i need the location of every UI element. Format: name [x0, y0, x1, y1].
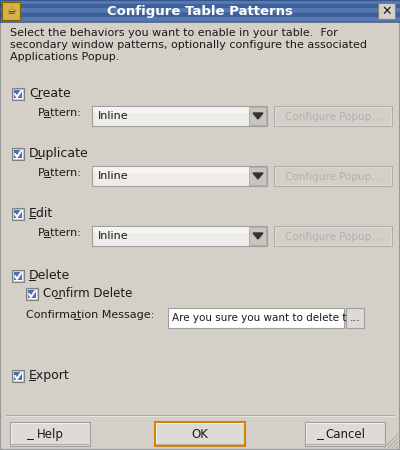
Bar [10, 422, 90, 446]
Bar [13, 89, 23, 99]
Bar [155, 422, 245, 446]
Bar [26, 288, 38, 300]
Bar [93, 227, 266, 233]
Bar [249, 107, 266, 125]
Text: secondary window patterns, optionally configure the associated: secondary window patterns, optionally co… [10, 40, 367, 50]
Text: Edit: Edit [29, 207, 53, 220]
Bar [306, 444, 384, 445]
Bar [14, 272, 22, 280]
Text: Are you sure you want to delete t: Are you sure you want to delete t [172, 313, 346, 323]
Polygon shape [253, 173, 263, 179]
Text: ☕: ☕ [6, 6, 16, 16]
Bar [275, 227, 391, 245]
Bar [93, 167, 266, 173]
Text: Confirmation Message:: Confirmation Message: [26, 310, 154, 320]
Text: Pattern:: Pattern: [38, 108, 82, 118]
Text: Duplicate: Duplicate [29, 147, 89, 160]
Bar [346, 308, 364, 328]
Polygon shape [253, 113, 263, 119]
Bar [27, 289, 37, 299]
Bar [13, 149, 23, 159]
Text: ...: ... [350, 313, 360, 323]
Bar [274, 226, 392, 246]
Bar [14, 210, 22, 218]
Bar [249, 167, 266, 185]
Bar [12, 88, 24, 100]
Bar [92, 226, 267, 246]
Text: Pattern:: Pattern: [38, 168, 82, 178]
Bar [0, 4, 400, 8]
Text: Inline: Inline [98, 111, 129, 121]
Bar [2, 2, 20, 20]
Bar [14, 150, 22, 158]
Bar [0, 0, 400, 4]
Text: Pattern:: Pattern: [38, 228, 82, 238]
Bar [12, 208, 24, 220]
Bar [306, 423, 384, 424]
Bar [0, 17, 400, 21]
Bar [305, 422, 385, 446]
Bar [93, 107, 266, 113]
Bar [0, 0, 400, 22]
Bar [11, 423, 89, 424]
Text: Help: Help [36, 428, 64, 441]
Bar [378, 3, 395, 19]
Text: Configure Popup...: Configure Popup... [285, 171, 381, 181]
Text: Configure Table Patterns: Configure Table Patterns [107, 5, 293, 18]
Text: Applications Popup.: Applications Popup. [10, 52, 119, 62]
Bar [0, 0, 400, 22]
Bar [274, 106, 392, 126]
Bar [156, 423, 244, 424]
Bar [28, 290, 36, 298]
Bar [249, 227, 266, 245]
Text: Confirm Delete: Confirm Delete [43, 287, 132, 300]
Text: OK: OK [192, 428, 208, 441]
Bar [13, 209, 23, 219]
Bar [156, 444, 244, 445]
Text: Select the behaviors you want to enable in your table.  For: Select the behaviors you want to enable … [10, 28, 338, 38]
Bar [275, 107, 391, 125]
Bar [13, 271, 23, 281]
Text: Export: Export [29, 369, 70, 382]
Text: Configure Popup...: Configure Popup... [285, 231, 381, 242]
Bar [306, 423, 307, 445]
Bar [274, 166, 392, 186]
Bar [14, 372, 22, 380]
Text: ✕: ✕ [382, 4, 392, 18]
Text: Delete: Delete [29, 269, 70, 282]
Polygon shape [253, 233, 263, 239]
Bar [275, 167, 391, 185]
Bar [92, 166, 267, 186]
Bar [11, 423, 12, 445]
Bar [168, 308, 344, 328]
Bar [13, 371, 23, 381]
Text: Configure Popup...: Configure Popup... [285, 112, 381, 122]
Bar [156, 423, 157, 445]
Bar [11, 444, 89, 445]
Text: Inline: Inline [98, 171, 129, 181]
Bar [0, 13, 400, 17]
Text: Create: Create [29, 87, 71, 100]
Bar [0, 8, 400, 12]
Text: Cancel: Cancel [325, 428, 365, 441]
Bar [12, 148, 24, 160]
Bar [92, 106, 267, 126]
Text: Inline: Inline [98, 231, 129, 241]
Bar [12, 370, 24, 382]
Bar [14, 90, 22, 98]
Bar [12, 270, 24, 282]
